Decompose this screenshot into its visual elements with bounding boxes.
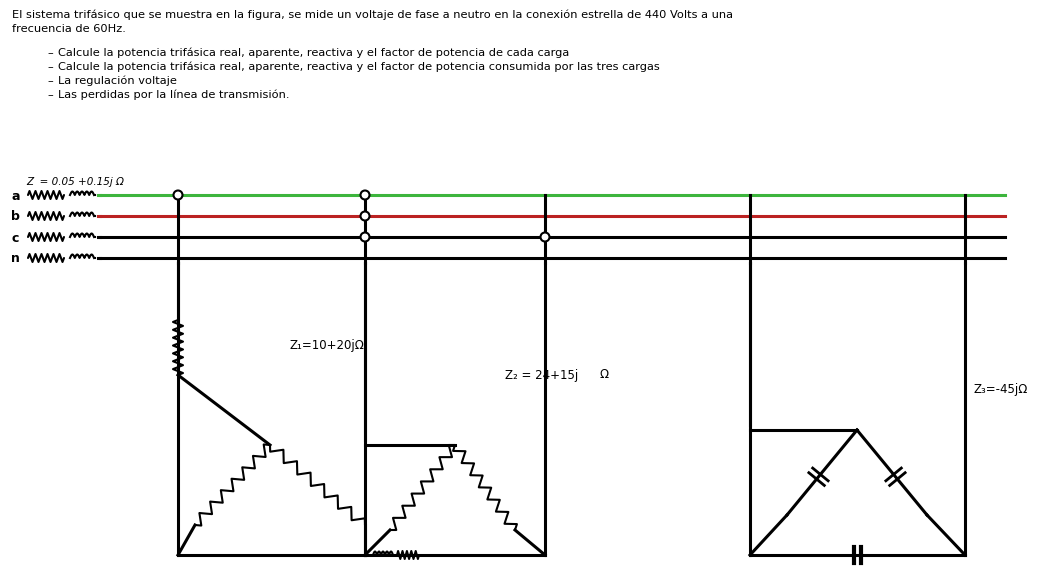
Circle shape — [541, 232, 549, 241]
Circle shape — [361, 211, 369, 221]
Text: El sistema trifásico que se muestra en la figura, se mide un voltaje de fase a n: El sistema trifásico que se muestra en l… — [12, 10, 733, 21]
Text: Calcule la potencia trifásica real, aparente, reactiva y el factor de potencia d: Calcule la potencia trifásica real, apar… — [58, 48, 569, 59]
Text: Ω: Ω — [600, 369, 609, 382]
Text: n: n — [11, 252, 20, 265]
Text: –: – — [47, 62, 53, 72]
Text: a: a — [11, 190, 20, 203]
Text: –: – — [47, 48, 53, 58]
Text: Calcule la potencia trifásica real, aparente, reactiva y el factor de potencia c: Calcule la potencia trifásica real, apar… — [58, 62, 659, 73]
Text: c: c — [11, 231, 19, 245]
Text: Z₃=-45jΩ: Z₃=-45jΩ — [973, 383, 1028, 396]
Text: Z₂ = 24+15j: Z₂ = 24+15j — [505, 369, 578, 382]
Text: b: b — [11, 211, 20, 224]
Text: frecuencia de 60Hz.: frecuencia de 60Hz. — [12, 24, 126, 34]
Text: La regulación voltaje: La regulación voltaje — [58, 76, 177, 86]
Circle shape — [361, 191, 369, 200]
Text: Z₁=10+20jΩ: Z₁=10+20jΩ — [290, 339, 365, 352]
Circle shape — [361, 232, 369, 241]
Circle shape — [174, 191, 182, 200]
Text: –: – — [47, 90, 53, 100]
Text: Las perdidas por la línea de transmisión.: Las perdidas por la línea de transmisión… — [58, 90, 289, 100]
Text: –: – — [47, 76, 53, 86]
Text: Z  = 0.05 +0.15j Ω: Z = 0.05 +0.15j Ω — [26, 177, 124, 187]
